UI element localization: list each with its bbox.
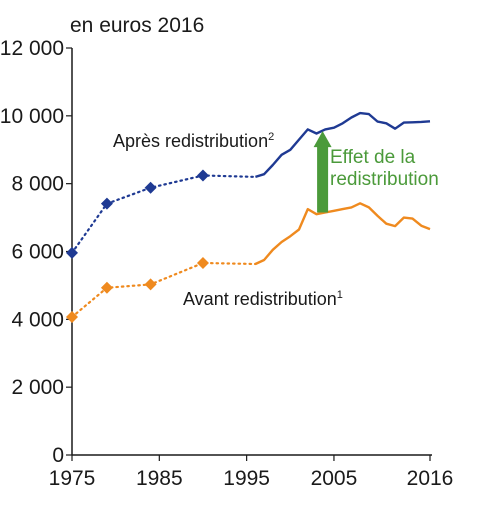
x-tick-label: 1985 bbox=[136, 467, 183, 490]
x-axis: 1975 1985 1995 2005 2016 bbox=[49, 454, 454, 490]
series-after-point bbox=[100, 197, 113, 210]
series-after-solid-line bbox=[255, 111, 431, 179]
series-label-after-name: Après redistribution bbox=[113, 131, 268, 151]
series-label-before-name: Avant redistribution bbox=[183, 289, 337, 309]
series-before-point bbox=[196, 257, 209, 270]
y-axis: 0 2 000 4 000 6 000 8 000 10 000 12 000 bbox=[0, 37, 73, 467]
y-tick-label: 0 bbox=[52, 444, 64, 467]
y-tick-label: 2 000 bbox=[11, 376, 64, 399]
x-tick-label: 1995 bbox=[223, 467, 270, 490]
x-tick-label: 1975 bbox=[49, 467, 96, 490]
series-labels: Après redistribution2 Avant redistributi… bbox=[113, 131, 343, 309]
y-tick-label: 4 000 bbox=[11, 308, 64, 331]
series-markers bbox=[66, 169, 209, 323]
series-label-before: Avant redistribution1 bbox=[183, 289, 343, 309]
series-after-point bbox=[144, 181, 157, 194]
x-tick-label: 2005 bbox=[311, 467, 358, 490]
effect-arrow-head bbox=[313, 131, 332, 148]
x-tick-label: 2016 bbox=[407, 467, 454, 490]
y-tick-label: 12 000 bbox=[0, 37, 64, 60]
series-before-solid-line bbox=[254, 202, 431, 266]
y-tick-label: 6 000 bbox=[11, 241, 64, 264]
series-after-dotted-line bbox=[70, 174, 257, 254]
effect-label-line: redistribution bbox=[330, 169, 439, 190]
series-after-point bbox=[66, 246, 78, 259]
unit-label: en euros 2016 bbox=[70, 14, 204, 37]
series-before-point bbox=[144, 278, 157, 291]
series-before-point bbox=[66, 310, 78, 323]
series-before-point bbox=[100, 281, 113, 294]
y-tick-label: 8 000 bbox=[11, 173, 64, 196]
effect-label-line: Effet de la bbox=[330, 147, 416, 168]
series-label-after-footnote: 2 bbox=[268, 131, 274, 143]
series-label-before-footnote: 1 bbox=[337, 289, 343, 301]
series-after-point bbox=[196, 169, 209, 182]
series-label-after: Après redistribution2 bbox=[113, 131, 274, 151]
y-tick-label: 10 000 bbox=[0, 105, 64, 128]
effect-arrow-shaft bbox=[317, 146, 329, 213]
